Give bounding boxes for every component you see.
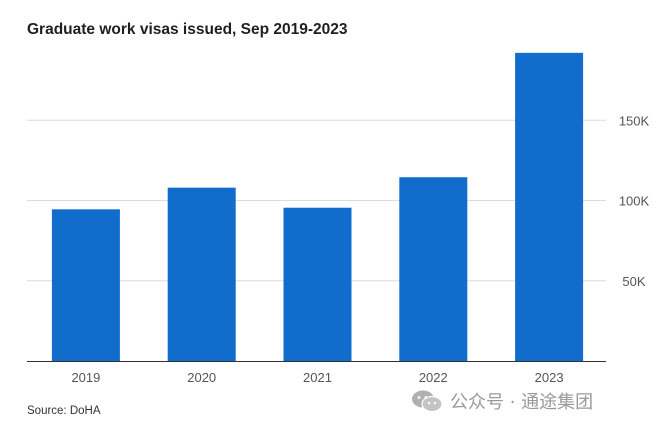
bar-2021 [283, 207, 352, 361]
x-tick-label: 2023 [535, 370, 564, 385]
x-tick-label: 2022 [419, 370, 448, 385]
wechat-logo-icon [412, 390, 443, 413]
bar-2022 [399, 177, 468, 361]
y-tick-label: 50K [622, 274, 645, 289]
source-note: Source: DoHA [27, 405, 101, 417]
x-tick-label: 2020 [187, 370, 216, 385]
watermark: 公众号 · 通途集团 [410, 388, 593, 414]
y-tick-label: 150K [619, 113, 650, 128]
chart-title: Graduate work visas issued, Sep 2019-202… [27, 21, 348, 38]
x-tick-label: 2021 [303, 370, 332, 385]
bar-2019 [51, 209, 120, 361]
y-tick-label: 100K [619, 194, 650, 209]
bar-2023 [515, 52, 584, 362]
watermark-text: 公众号 · 通途集团 [450, 392, 594, 413]
bar-2020 [167, 187, 236, 361]
x-tick-label: 2019 [71, 370, 100, 385]
